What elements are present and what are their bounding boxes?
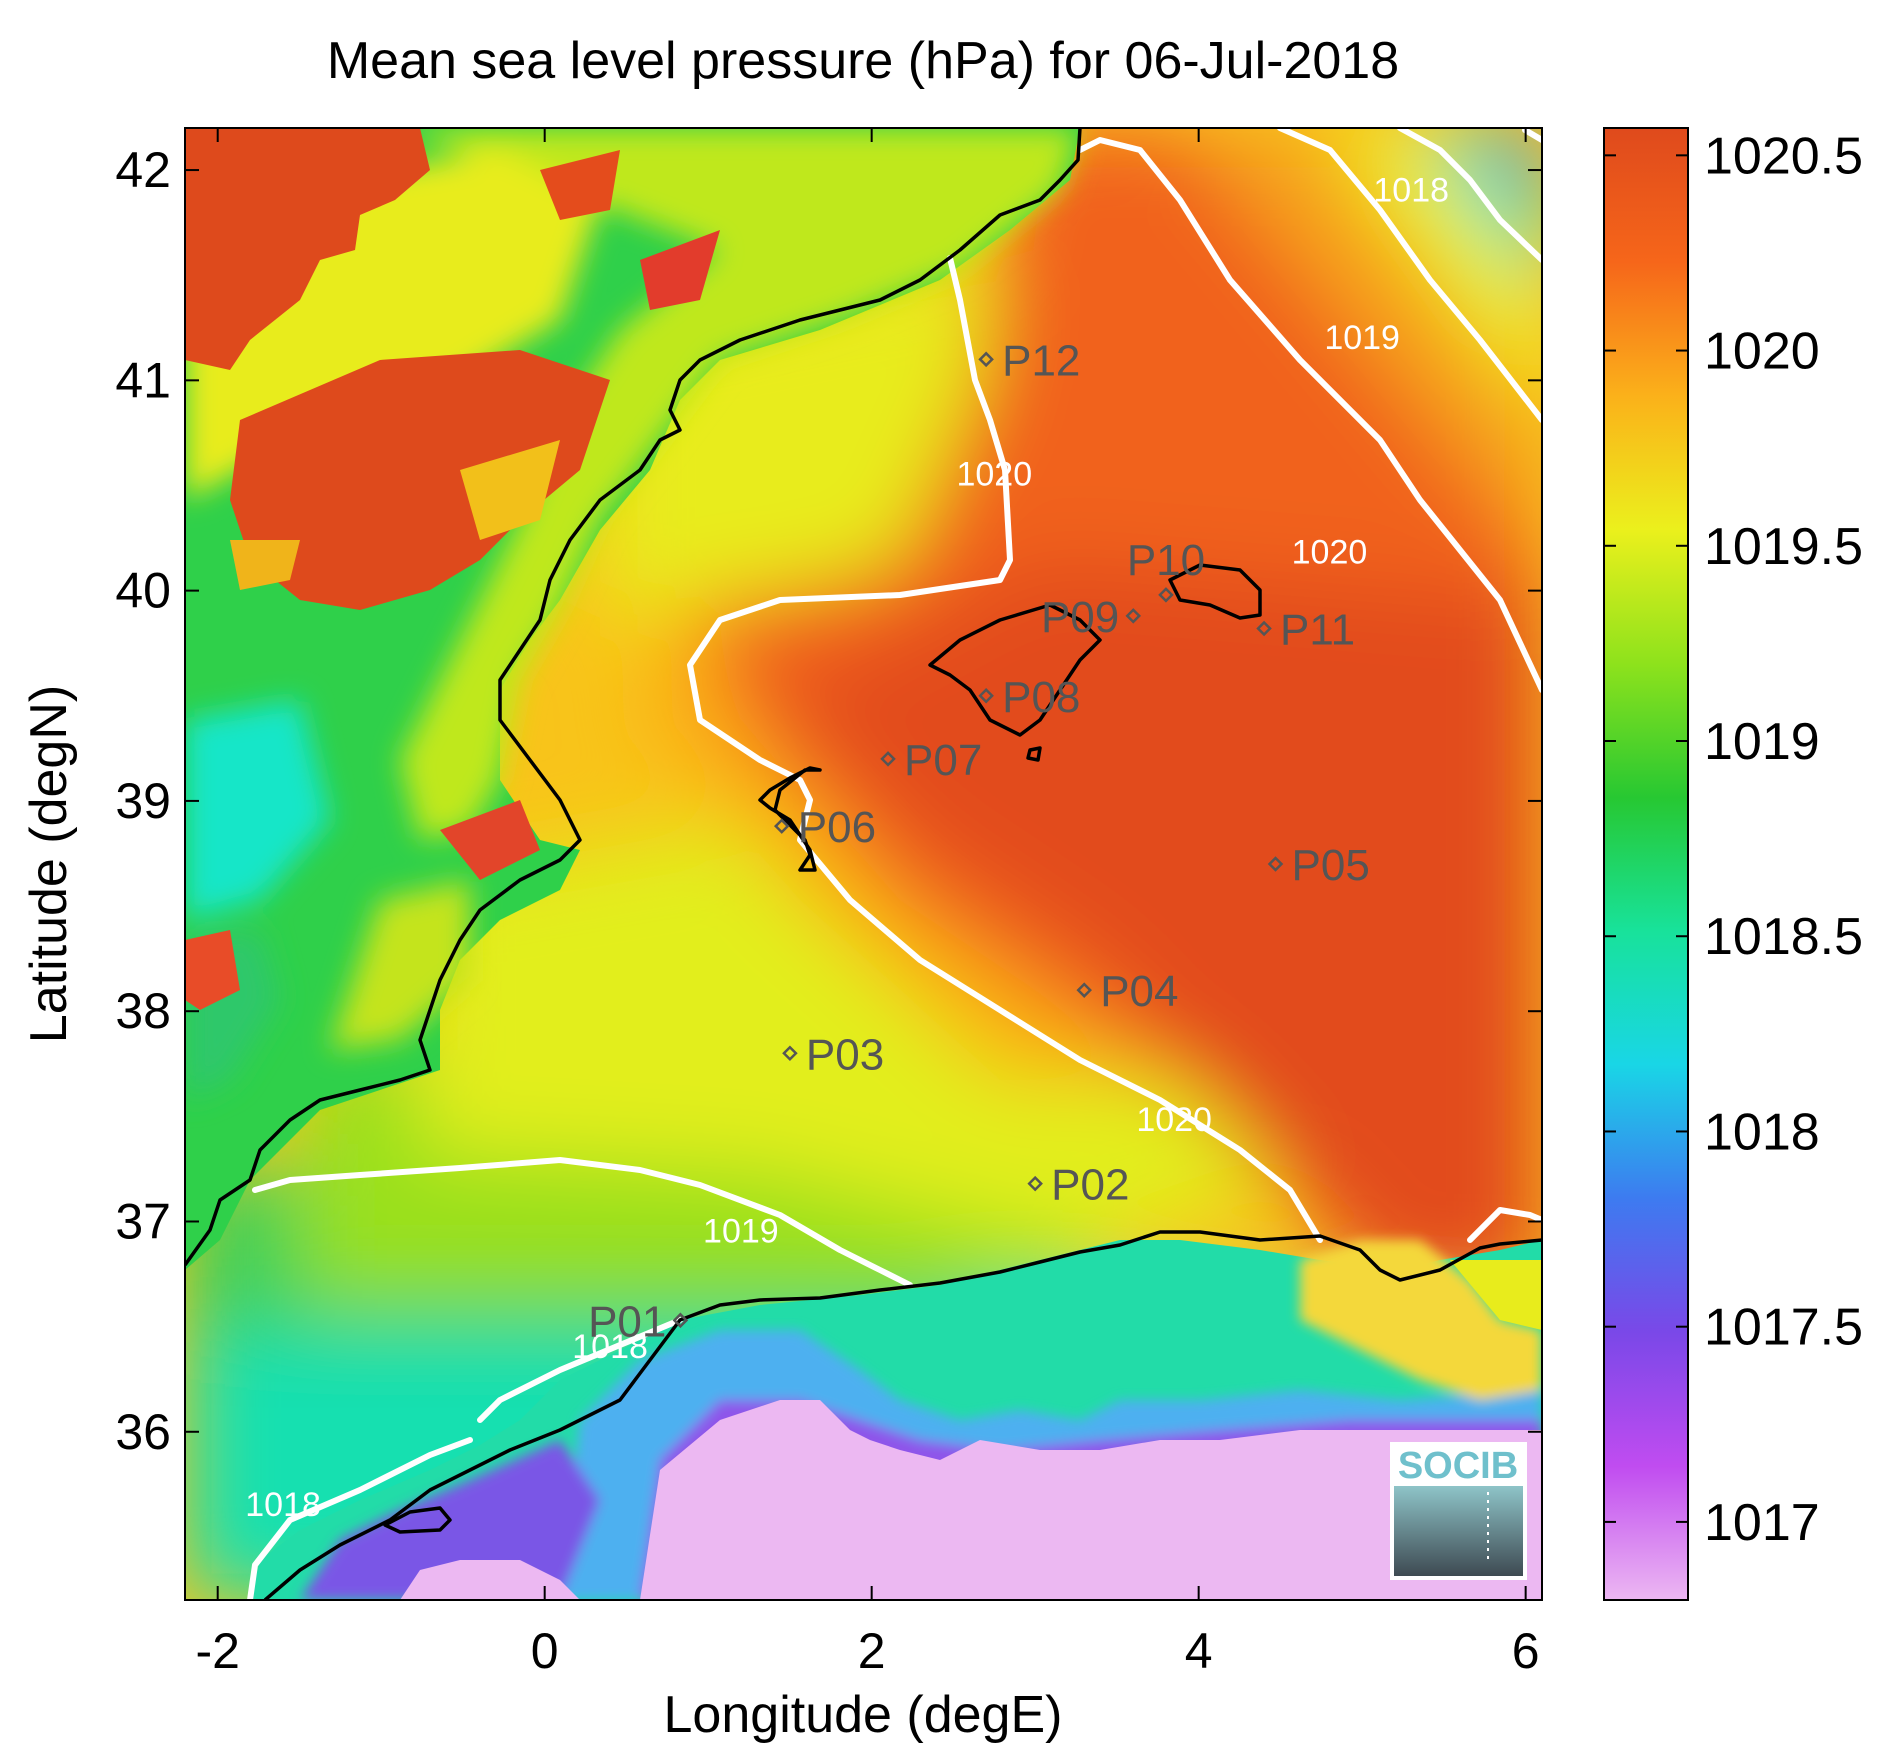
colorbar-tick-label: 1017 xyxy=(1704,1494,1820,1552)
station-label: P03 xyxy=(806,1030,884,1079)
alboran-island-coastline xyxy=(383,1506,452,1534)
station-p10: P10 xyxy=(1127,536,1205,603)
station-label: P10 xyxy=(1127,536,1205,585)
station-marker xyxy=(1256,620,1272,637)
isobar-1020-se xyxy=(1467,1207,1542,1243)
isobar-1018-sw2 xyxy=(247,1437,473,1600)
station-p01: P01 xyxy=(588,1297,689,1346)
y-tick-label: 39 xyxy=(115,773,171,829)
station-p04: P04 xyxy=(1076,967,1179,1016)
station-label: P05 xyxy=(1292,841,1370,890)
contour-label: 1020 xyxy=(1136,1101,1212,1139)
africa-coastline xyxy=(263,1230,1542,1600)
station-marker xyxy=(1076,982,1092,998)
station-marker xyxy=(1125,608,1142,624)
y-tick-label: 37 xyxy=(115,1193,171,1249)
isobar-1019-south xyxy=(252,1157,913,1288)
station-label: P04 xyxy=(1100,967,1178,1016)
isobar-1018-sw1 xyxy=(477,1317,683,1423)
y-tick-label: 38 xyxy=(115,983,171,1039)
isobar-1018-ne xyxy=(1397,128,1542,263)
chart-title: Mean sea level pressure (hPa) for 06-Jul… xyxy=(327,32,1399,90)
station-marker xyxy=(1158,587,1174,603)
station-p05: P05 xyxy=(1267,841,1370,890)
colorbar-tick-label: 1019.5 xyxy=(1704,518,1863,576)
contour-label: 1018 xyxy=(1373,172,1449,210)
isobar-contours xyxy=(247,128,1542,1600)
land-shading xyxy=(185,128,1080,1270)
station-label: P02 xyxy=(1051,1161,1129,1210)
colorbar-tick-label: 1019 xyxy=(1704,713,1820,771)
x-tick-label: -2 xyxy=(195,1623,239,1679)
mallorca-coastline xyxy=(928,603,1102,737)
contour-labels: 1018 1019 1020 1020 1020 1019 1018 1018 xyxy=(245,172,1449,1524)
menorca-coastline xyxy=(1168,563,1262,620)
iberia-coastline xyxy=(185,128,1082,1267)
station-p03: P03 xyxy=(782,1030,884,1079)
station-marker xyxy=(1267,856,1284,872)
colorbar-tick-label: 1017.5 xyxy=(1704,1299,1863,1357)
colorbar: 1017 1017.5 1018 1018.5 1019 1019.5 1020 1020.5 xyxy=(1603,127,1863,1601)
station-p06: P06 xyxy=(773,803,876,852)
colorbar-tick-label: 1020.5 xyxy=(1704,127,1863,185)
station-p07: P07 xyxy=(880,736,982,785)
isobar-1020-west xyxy=(1077,137,1542,693)
colorbar-fill xyxy=(1603,127,1689,1601)
station-label: P07 xyxy=(904,736,982,785)
x-tick-label: 4 xyxy=(1185,1623,1213,1679)
contour-label: 1020 xyxy=(956,455,1032,493)
x-tick-label: 6 xyxy=(1512,1623,1540,1679)
station-marker xyxy=(880,751,896,767)
station-p11: P11 xyxy=(1256,605,1355,654)
logo-text: SOCIB xyxy=(1398,1445,1518,1487)
station-label: P12 xyxy=(1002,336,1080,385)
isobar-1020-balearic xyxy=(687,255,1323,1243)
station-p12: P12 xyxy=(978,336,1080,385)
station-label: P09 xyxy=(1041,593,1119,642)
plot-frame xyxy=(184,127,1543,1601)
station-p09: P09 xyxy=(1041,593,1142,642)
station-marker xyxy=(782,1045,798,1062)
station-p02: P02 xyxy=(1027,1161,1129,1210)
colorbar-tick-label: 1018 xyxy=(1704,1103,1820,1161)
y-tick-label: 36 xyxy=(115,1404,171,1460)
isobar-1019-ne xyxy=(1277,128,1542,423)
y-axis-ticks: 36 37 38 39 40 41 42 xyxy=(115,142,1542,1460)
cabrera-coastline xyxy=(1026,746,1042,762)
x-tick-label: 2 xyxy=(858,1623,886,1679)
contour-label: 1019 xyxy=(703,1213,779,1251)
station-marker xyxy=(672,1312,689,1329)
station-label: P06 xyxy=(798,803,876,852)
contour-label: 1020 xyxy=(1292,533,1368,571)
y-tick-label: 40 xyxy=(115,563,171,619)
colorbar-ticks: 1017 1017.5 1018 1018.5 1019 1019.5 1020 1020.5 xyxy=(1604,127,1863,1552)
colorbar-tick-label: 1018.5 xyxy=(1704,908,1863,966)
contour-label: 1019 xyxy=(1324,319,1400,357)
station-label: P01 xyxy=(588,1297,666,1346)
isobar-1020-e1 xyxy=(1522,128,1542,143)
x-axis-ticks: -2 0 2 4 6 xyxy=(195,128,1540,1679)
y-axis-label: Latitude (degN) xyxy=(20,685,78,1043)
station-label: P08 xyxy=(1002,673,1080,722)
y-tick-label: 41 xyxy=(115,352,171,408)
station-marker xyxy=(978,688,994,704)
colorbar-tick-label: 1020 xyxy=(1704,323,1820,381)
coastlines xyxy=(185,128,1542,1600)
low-pressure-area xyxy=(250,1240,1542,1600)
ibiza-coastline xyxy=(758,766,822,872)
contour-label: 1018 xyxy=(572,1328,648,1366)
station-p08: P08 xyxy=(978,673,1080,722)
y-tick-label: 42 xyxy=(115,142,171,198)
x-axis-label: Longitude (degE) xyxy=(664,1686,1063,1744)
station-label: P11 xyxy=(1280,605,1355,654)
station-marker xyxy=(1027,1175,1043,1192)
contour-label: 1018 xyxy=(245,1486,321,1524)
x-tick-label: 0 xyxy=(531,1623,559,1679)
socib-logo: SOCIB xyxy=(1390,1442,1527,1580)
station-marker xyxy=(773,818,790,834)
station-marker xyxy=(978,351,994,368)
